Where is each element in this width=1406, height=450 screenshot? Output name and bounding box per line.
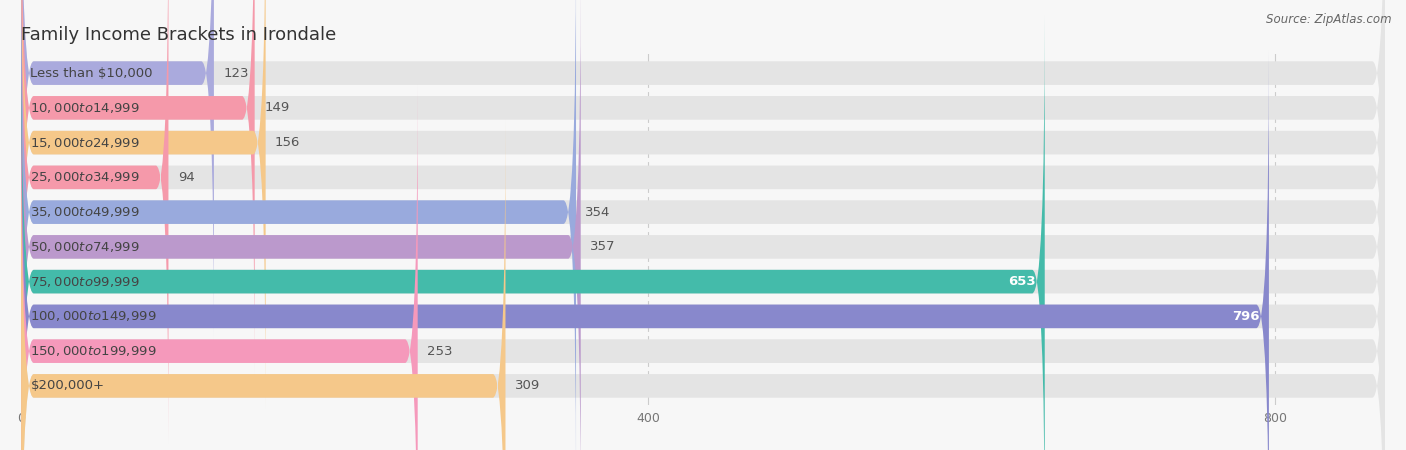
Text: $15,000 to $24,999: $15,000 to $24,999: [31, 135, 141, 149]
FancyBboxPatch shape: [21, 120, 1385, 450]
Text: 253: 253: [427, 345, 453, 358]
Text: $25,000 to $34,999: $25,000 to $34,999: [31, 171, 141, 184]
FancyBboxPatch shape: [21, 0, 169, 444]
FancyBboxPatch shape: [21, 50, 1385, 450]
FancyBboxPatch shape: [21, 0, 254, 374]
Text: $35,000 to $49,999: $35,000 to $49,999: [31, 205, 141, 219]
FancyBboxPatch shape: [21, 0, 1385, 450]
FancyBboxPatch shape: [21, 0, 266, 409]
FancyBboxPatch shape: [21, 0, 214, 339]
FancyBboxPatch shape: [21, 50, 1268, 450]
Text: $200,000+: $200,000+: [31, 379, 104, 392]
Text: Family Income Brackets in Irondale: Family Income Brackets in Irondale: [21, 26, 336, 44]
Text: 309: 309: [515, 379, 540, 392]
Text: Less than $10,000: Less than $10,000: [31, 67, 153, 80]
Text: 796: 796: [1232, 310, 1260, 323]
FancyBboxPatch shape: [21, 85, 1385, 450]
FancyBboxPatch shape: [21, 15, 1045, 450]
Text: 354: 354: [585, 206, 610, 219]
Text: Source: ZipAtlas.com: Source: ZipAtlas.com: [1267, 14, 1392, 27]
FancyBboxPatch shape: [21, 0, 576, 450]
FancyBboxPatch shape: [21, 0, 1385, 374]
FancyBboxPatch shape: [21, 0, 1385, 450]
FancyBboxPatch shape: [21, 85, 418, 450]
Text: 123: 123: [224, 67, 249, 80]
FancyBboxPatch shape: [21, 15, 1385, 450]
FancyBboxPatch shape: [21, 0, 1385, 444]
FancyBboxPatch shape: [21, 120, 506, 450]
Text: $150,000 to $199,999: $150,000 to $199,999: [31, 344, 157, 358]
Text: 94: 94: [177, 171, 194, 184]
Text: $10,000 to $14,999: $10,000 to $14,999: [31, 101, 141, 115]
FancyBboxPatch shape: [21, 0, 1385, 409]
Text: 653: 653: [1008, 275, 1035, 288]
FancyBboxPatch shape: [21, 0, 581, 450]
FancyBboxPatch shape: [21, 0, 1385, 339]
Text: $50,000 to $74,999: $50,000 to $74,999: [31, 240, 141, 254]
Text: $100,000 to $149,999: $100,000 to $149,999: [31, 310, 157, 324]
Text: $75,000 to $99,999: $75,000 to $99,999: [31, 274, 141, 288]
Text: 149: 149: [264, 101, 290, 114]
Text: 357: 357: [591, 240, 616, 253]
Text: 156: 156: [276, 136, 301, 149]
